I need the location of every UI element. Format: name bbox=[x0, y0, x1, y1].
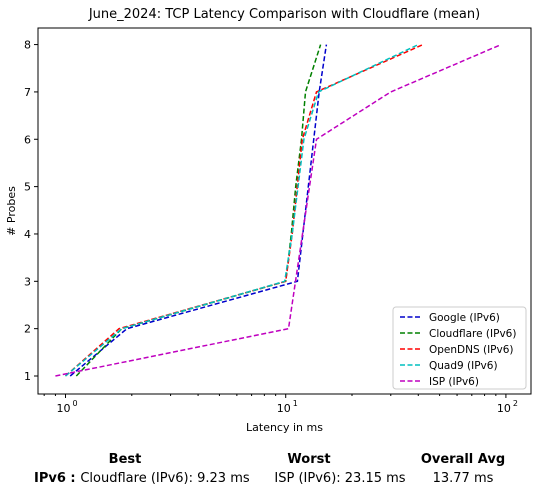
y-tick-label: 7 bbox=[24, 86, 31, 99]
plot-content bbox=[55, 43, 502, 377]
summary-header-worst: Worst bbox=[287, 452, 331, 467]
summary-header-best: Best bbox=[108, 452, 142, 467]
series-line-4 bbox=[55, 43, 502, 377]
legend: Google (IPv6) Cloudflare (IPv6) OpenDNS (I… bbox=[392, 306, 527, 390]
x-tick-label: 10 bbox=[497, 402, 511, 415]
x-tick-label: 10 bbox=[277, 402, 291, 415]
latency-chart: June_2024: TCP Latency Comparison with C… bbox=[5, 7, 532, 434]
legend-label-2: OpenDNS (IPv6) bbox=[429, 344, 514, 356]
y-axis: 1 2 3 4 5 6 7 8 bbox=[24, 39, 38, 383]
y-axis-label: # Probes bbox=[5, 186, 18, 236]
legend-label-4: ISP (IPv6) bbox=[429, 376, 479, 388]
x-tick-label: 10 bbox=[57, 402, 71, 415]
x-axis: 10 0 10 1 10 2 bbox=[43, 394, 518, 415]
y-tick-label: 5 bbox=[24, 181, 31, 194]
y-tick-label: 3 bbox=[24, 275, 31, 288]
y-tick-label: 8 bbox=[24, 39, 31, 52]
legend-box bbox=[392, 306, 527, 390]
summary-header-avg: Overall Avg bbox=[420, 452, 506, 467]
legend-label-3: Quad9 (IPv6) bbox=[429, 360, 498, 372]
y-tick-label: 1 bbox=[24, 370, 31, 383]
y-tick-label: 2 bbox=[24, 323, 31, 336]
y-tick-label: 4 bbox=[24, 228, 31, 241]
series-line-2 bbox=[65, 43, 424, 377]
summary-best-value: Cloudflare (IPv6): 9.23 ms bbox=[80, 471, 250, 486]
plot-frame bbox=[37, 27, 532, 395]
summary-worst-value: ISP (IPv6): 23.15 ms bbox=[274, 471, 406, 486]
summary-table: Best Worst Overall Avg IPv6 : Cloudflare… bbox=[0, 448, 541, 494]
summary-avg-value: 13.77 ms bbox=[432, 471, 494, 486]
chart-title: June_2024: TCP Latency Comparison with C… bbox=[88, 7, 480, 22]
summary-row-label: IPv6 : bbox=[34, 471, 76, 486]
x-axis-label: Latency in ms bbox=[246, 421, 323, 434]
legend-label-0: Google (IPv6) bbox=[429, 312, 500, 324]
y-tick-label: 6 bbox=[24, 133, 31, 146]
x-tick-exponent: 0 bbox=[73, 399, 78, 408]
x-tick-exponent: 2 bbox=[513, 399, 518, 408]
series-line-3 bbox=[65, 43, 419, 377]
legend-label-1: Cloudflare (IPv6) bbox=[429, 328, 516, 340]
series-line-1 bbox=[75, 44, 322, 377]
series-line-0 bbox=[69, 44, 328, 377]
x-tick-exponent: 1 bbox=[293, 399, 298, 408]
